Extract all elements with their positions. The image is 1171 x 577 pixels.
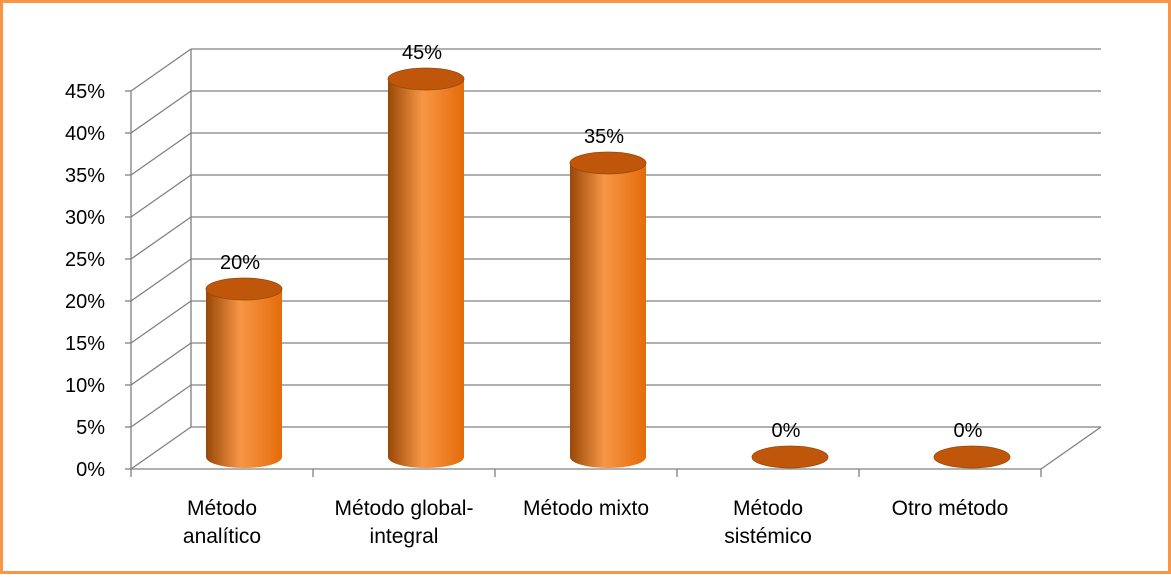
- gridline: [130, 90, 1101, 134]
- data-label: 0%: [772, 420, 801, 442]
- gridline: [130, 132, 1101, 176]
- bars: [205, 67, 1011, 469]
- y-axis-tick-labels: 0% 5% 10% 15% 20% 25% 30% 35% 40% 45%: [65, 81, 105, 481]
- data-labels: 20% 45% 35% 0% 0%: [220, 42, 983, 442]
- y-tick-label: 15%: [65, 333, 105, 355]
- x-tick-label: Método sistémico: [724, 497, 812, 548]
- y-tick-label: 25%: [65, 249, 105, 271]
- bar: [205, 277, 283, 468]
- bar: [751, 445, 829, 469]
- bar-chart: 0%5%10%15%20%25%30%35%40%45% 20%45%35%0%…: [65, 42, 1102, 548]
- y-tick-label: 35%: [65, 165, 105, 187]
- x-tick-label: Método global-integral: [335, 497, 474, 548]
- bar: [933, 445, 1011, 469]
- y-tick-label: 5%: [76, 417, 105, 439]
- data-label: 0%: [954, 420, 983, 442]
- y-tick-label: 40%: [65, 123, 105, 145]
- data-label: 35%: [584, 126, 624, 148]
- bar: [387, 67, 465, 468]
- y-tick-label: 0%: [76, 459, 105, 481]
- x-axis-category-labels: Método analítico Método global-integral Mét…: [183, 497, 1008, 548]
- y-tick-label: 10%: [65, 375, 105, 397]
- x-tick-label: Método analítico: [183, 497, 261, 548]
- bar: [569, 151, 647, 468]
- data-label: 20%: [220, 252, 260, 274]
- gridline: [130, 48, 1101, 92]
- y-tick-label: 30%: [65, 207, 105, 229]
- axes: [125, 49, 1102, 477]
- x-tick-label: Método mixto: [523, 497, 649, 520]
- y-tick-label: 20%: [65, 291, 105, 313]
- y-tick-label: 45%: [65, 81, 105, 103]
- data-label: 45%: [402, 42, 442, 64]
- x-tick-label: Otro método: [892, 497, 1009, 520]
- floor-right-edge: [1040, 426, 1102, 470]
